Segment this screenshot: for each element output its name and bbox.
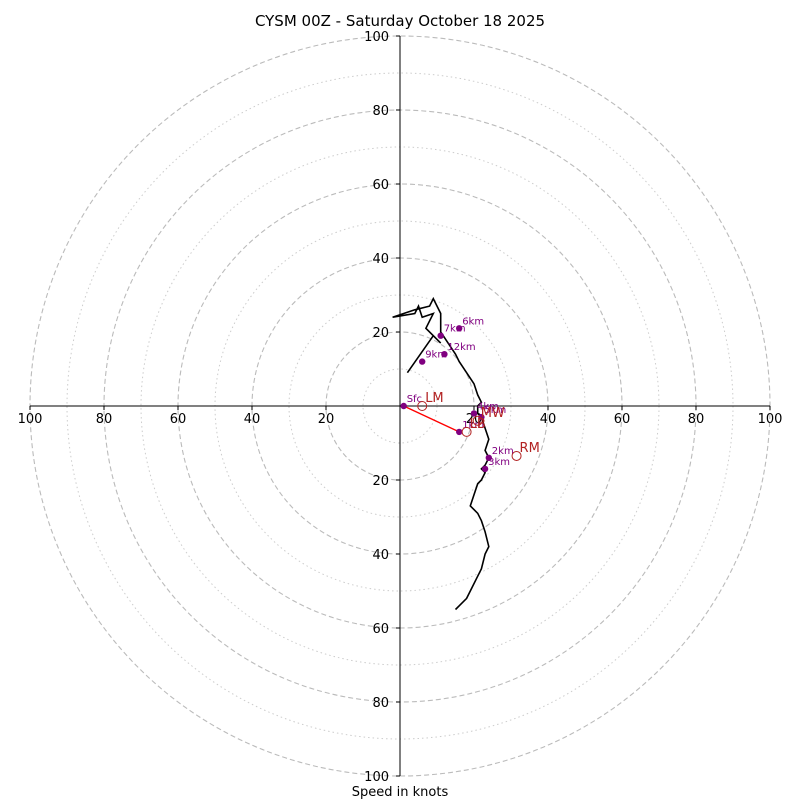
y-tick-label: 80 — [372, 696, 389, 711]
height-point-7km — [437, 332, 444, 339]
y-tick-label: 80 — [372, 104, 389, 119]
x-tick-label: 40 — [540, 412, 557, 427]
axes — [30, 36, 770, 776]
y-tick-label: 40 — [372, 252, 389, 267]
storm-motion-label-LB: LB — [470, 417, 486, 432]
storm-motion-label-MW: MW — [481, 406, 505, 421]
x-tick-label: 60 — [170, 412, 187, 427]
height-point-6km — [456, 325, 463, 332]
y-tick-label: 100 — [364, 770, 389, 785]
y-tick-label: 100 — [364, 30, 389, 45]
storm-motion-marker-LM — [417, 401, 428, 411]
height-point-4km — [470, 410, 478, 417]
height-point-1km — [456, 428, 463, 436]
height-label-5km: 5km — [484, 405, 506, 416]
height-point-3km — [481, 465, 489, 473]
x-tick-label: 20 — [466, 412, 483, 427]
height-label-4km: 4km — [477, 401, 499, 412]
height-point-12km — [441, 351, 448, 358]
height-label-Sfc: Sfc — [407, 394, 422, 405]
height-label-6km: 6km — [462, 316, 484, 327]
y-tick-label: 60 — [372, 178, 389, 193]
y-tick-label: 60 — [372, 622, 389, 637]
height-point-Sfc — [400, 402, 407, 410]
y-tick-label: 20 — [372, 474, 389, 489]
height-label-12km: 12km — [447, 342, 475, 353]
y-tick-label: 20 — [372, 326, 389, 341]
x-tick-label: 80 — [688, 412, 705, 427]
tick-labels: 100 80 60 40 20 20 40 60 80 100 20 40 60 80 100 20 40 60 8… — [18, 30, 783, 785]
storm-motion-label-RM: RM — [520, 441, 540, 456]
height-label-2km: 2km — [492, 446, 514, 457]
chart-title: CYSM 00Z - Saturday October 18 2025 — [255, 12, 545, 30]
x-axis-label: Speed in knots — [352, 785, 449, 800]
y-tick-label: 40 — [372, 548, 389, 563]
x-tick-label: 40 — [244, 412, 261, 427]
x-tick-label: 100 — [18, 412, 43, 427]
x-tick-label: 20 — [318, 412, 335, 427]
height-label-9km: 9km — [425, 350, 447, 361]
storm-motion-marker-RM — [511, 450, 522, 461]
shear-vector-line — [403, 405, 460, 433]
x-tick-label: 80 — [96, 412, 113, 427]
x-tick-label: 100 — [758, 412, 783, 427]
height-label-7km: 7km — [444, 324, 466, 335]
x-tick-label: 60 — [614, 412, 631, 427]
height-point-2km — [485, 454, 492, 461]
height-label-1km: 1km — [462, 420, 484, 431]
height-label-3km: 3km — [488, 457, 510, 468]
storm-motion-marker-LB — [461, 426, 472, 437]
height-point-9km — [419, 358, 426, 365]
storm-motion-marker-MW — [472, 415, 483, 426]
storm-motion-label-LM: LM — [425, 391, 443, 406]
height-point-5km — [478, 413, 485, 421]
